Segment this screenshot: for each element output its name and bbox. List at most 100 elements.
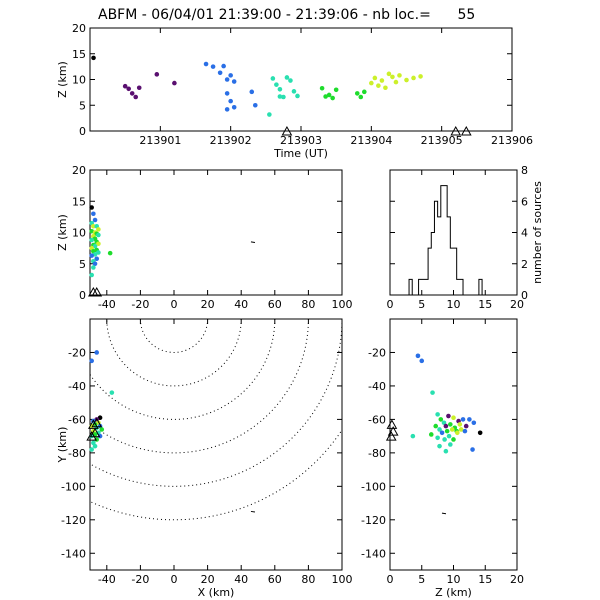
z_plan-point xyxy=(433,423,439,429)
x_height-ytick-label: 5 xyxy=(79,258,86,271)
plan_view-ytick-label: -60 xyxy=(68,413,86,426)
time_height-point xyxy=(228,73,233,78)
height_histogram-ytick-label: 8 xyxy=(521,164,528,177)
time_height-point xyxy=(393,79,399,85)
station-marker xyxy=(91,286,103,297)
time_height-point xyxy=(291,89,297,94)
time_height-point xyxy=(91,55,96,61)
time_height-ytick-label: 10 xyxy=(72,74,86,87)
x-height-panel: -40 -20 0 20 40 60 80 100 0 5 10 15 20 Z (km) xyxy=(56,164,353,311)
time_height-point xyxy=(397,73,402,78)
plan_view-xtick-label: -20 xyxy=(131,573,149,586)
time_height-point xyxy=(333,87,339,93)
time_height-point xyxy=(126,86,131,92)
x_height-xtick-label: 20 xyxy=(201,298,215,311)
z_plan-xtick-label: 10 xyxy=(447,573,461,586)
time_height-point xyxy=(252,102,258,108)
plan_view-xtick-label: 80 xyxy=(301,573,315,586)
range-ring xyxy=(139,319,209,353)
height_histogram-xtick-label: 15 xyxy=(478,298,492,311)
height_histogram-ylabel: number of sources xyxy=(531,181,544,284)
station-marker xyxy=(89,427,101,438)
station-marker xyxy=(460,125,472,136)
plan_view-ylabel: Y (km) xyxy=(56,427,69,464)
x_height-point xyxy=(92,243,98,249)
time_height-point xyxy=(129,91,135,96)
plan_view-frame xyxy=(89,318,343,571)
z_plan-point xyxy=(443,448,449,454)
plan_view-xtick-label: 0 xyxy=(171,573,178,586)
x_height-xtick-label: 60 xyxy=(268,298,282,311)
plan-view-panel: -40 -20 0 20 40 60 80 100 -140 -120 -100 -80 -60 -40 -… xyxy=(56,318,353,599)
z_plan-point xyxy=(470,447,475,452)
plan_view-point xyxy=(109,390,115,395)
z_plan-point xyxy=(446,433,452,439)
z_plan-point xyxy=(451,437,456,442)
time_height-point xyxy=(418,74,423,79)
plan_view-point xyxy=(92,443,98,449)
x_height-point xyxy=(91,223,96,229)
time_height-point xyxy=(249,89,255,95)
x_height-xtick-label: 80 xyxy=(301,298,315,311)
plan_view-ytick-label: -120 xyxy=(61,514,86,527)
plan_view-xtick-label: 20 xyxy=(201,573,215,586)
time_height-point xyxy=(330,95,335,101)
time_height-point xyxy=(288,78,293,83)
time_height-point xyxy=(277,94,283,99)
z_plan-point xyxy=(449,427,455,432)
x_height-point xyxy=(91,265,96,270)
time_height-point xyxy=(354,91,360,96)
z_plan-point xyxy=(428,432,434,437)
z_plan-point xyxy=(448,422,453,427)
time_height-point xyxy=(376,83,381,88)
z_plan-point xyxy=(471,420,477,426)
plan_view-ytick-label: -140 xyxy=(61,547,86,560)
z_plan-ytick-label: -80 xyxy=(368,447,386,460)
z_plan-point xyxy=(439,430,445,436)
x_height-point xyxy=(96,250,101,255)
time_height-point xyxy=(224,77,230,82)
x_height-frame xyxy=(89,169,343,296)
station-marker xyxy=(86,431,98,441)
z_plan-ytick-label: -140 xyxy=(361,547,386,560)
time_height-point xyxy=(228,98,233,104)
z_plan-xtick-label: 5 xyxy=(418,573,425,586)
z_plan-xtick-label: 0 xyxy=(387,573,394,586)
x_height-xtick-label: 100 xyxy=(332,298,353,311)
x_height-point xyxy=(96,241,101,247)
time_height-point xyxy=(172,80,177,86)
x_height-ylabel: Z (km) xyxy=(56,214,69,251)
x_height-xtick-label: -20 xyxy=(131,298,149,311)
time_height-ytick-label: 20 xyxy=(72,22,86,35)
x_height-point xyxy=(94,256,100,262)
z_plan-ytick-label: -40 xyxy=(368,380,386,393)
time_height-point xyxy=(224,107,230,112)
time_height-point xyxy=(323,94,328,99)
x_height-point xyxy=(89,253,94,258)
time-height-panel: 213901 213902 213903 213904 213905 213906 0 5 10… xyxy=(56,22,533,160)
time_height-point xyxy=(326,92,332,98)
time_height-point xyxy=(390,74,395,80)
z_plan-point xyxy=(442,437,447,442)
x_height-point xyxy=(89,205,94,210)
time_height-point xyxy=(319,85,325,91)
time_height-ytick-label: 0 xyxy=(79,125,86,138)
x_height-point xyxy=(92,261,98,267)
time_height-xtick-label: 213906 xyxy=(491,134,533,147)
plan_view-xlabel: X (km) xyxy=(198,586,235,599)
x_height-ytick-label: 10 xyxy=(72,227,86,240)
time_height-point xyxy=(221,63,226,69)
time_height-point xyxy=(217,70,223,76)
time_height-point xyxy=(122,83,128,89)
figure-title: ABFM - 06/04/01 21:39:00 - 21:39:06 - nb… xyxy=(98,7,475,23)
z_plan-point xyxy=(460,417,466,422)
z_plan-point xyxy=(443,423,449,429)
plan_view-ytick-label: -80 xyxy=(68,447,86,460)
z_plan-point xyxy=(448,442,453,447)
time_height-xlabel: Time (UT) xyxy=(273,147,328,160)
station-marker xyxy=(88,419,99,429)
z_plan-point xyxy=(444,428,450,434)
time_height-xtick-label: 213904 xyxy=(350,134,392,147)
z_plan-point xyxy=(451,415,456,421)
z_plan-point xyxy=(438,417,444,422)
